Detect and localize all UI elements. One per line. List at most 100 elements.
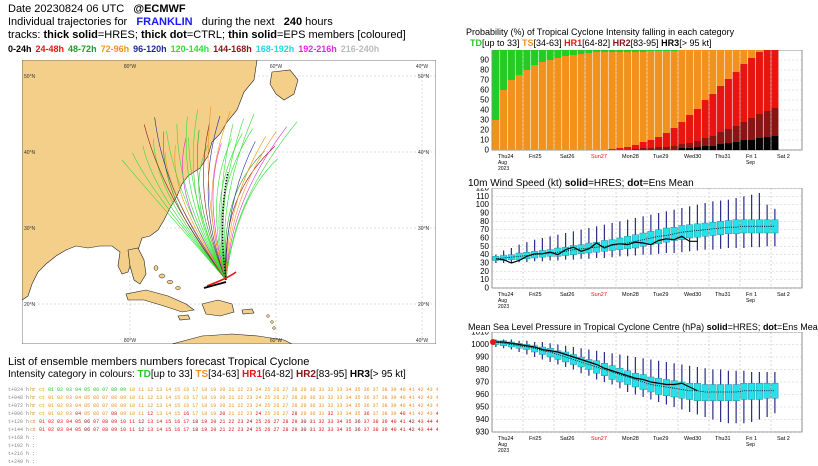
member-number: 05	[84, 395, 94, 401]
ensemble-track	[216, 138, 233, 281]
ensemble-track	[223, 113, 255, 281]
bar-ts	[670, 51, 678, 128]
member-number: 21	[219, 427, 229, 433]
ensemble-track	[225, 136, 267, 281]
box	[709, 384, 717, 401]
member-number: 22	[237, 411, 247, 417]
member-number: 20	[219, 403, 229, 409]
member-number: 44	[435, 387, 438, 393]
row-label: t+024 h :	[8, 387, 36, 393]
member-number: 06	[84, 427, 94, 433]
member-number: 40	[399, 411, 409, 417]
bar-ts	[538, 62, 546, 150]
x-tick-label: Sat26	[560, 154, 574, 160]
member-number: 42	[417, 387, 427, 393]
x-tick-label: Sun27	[591, 154, 607, 160]
member-number: 13	[156, 387, 166, 393]
member-number: 26	[273, 411, 283, 417]
member-number: 43	[417, 427, 427, 433]
member-number: 01	[48, 395, 58, 401]
member-number: 33	[336, 411, 346, 417]
member-number: 23	[237, 427, 247, 433]
ensemble-track	[185, 116, 227, 281]
member-number: 06	[84, 419, 94, 425]
member-number: 31	[318, 395, 328, 401]
bar-ts	[740, 50, 748, 64]
x-tick-label: Sat 2	[777, 292, 790, 298]
member-number: 14	[156, 419, 166, 425]
header-line-1: Date 20230824 06 UTC @ECMWF	[8, 3, 186, 16]
lat-label-left: 30°N	[24, 226, 36, 232]
y-tick-label: 40	[480, 250, 489, 259]
member-number: 40	[399, 403, 409, 409]
member-number: 19	[201, 427, 211, 433]
prob-legend-code: HR3	[661, 38, 680, 48]
member-number: 07	[102, 395, 112, 401]
x-tick-label: Fri 1	[746, 154, 757, 160]
member-number: 30	[309, 395, 319, 401]
y-tick-label: 30	[480, 116, 489, 125]
box	[631, 234, 639, 249]
bar-ts	[624, 52, 632, 147]
lat-label-left: 20°N	[24, 302, 36, 308]
bar-hr3	[763, 137, 771, 150]
bar-ts	[577, 54, 585, 150]
member-number: 40	[390, 419, 400, 425]
bar-td	[523, 50, 531, 70]
member-number: 27	[282, 403, 292, 409]
box	[748, 383, 756, 400]
member-number: 23	[246, 395, 256, 401]
land-puerto-rico	[241, 308, 255, 315]
member-number: 13	[156, 403, 166, 409]
ensemble-track	[121, 159, 227, 281]
bar-hr2	[748, 118, 756, 140]
prob-chart-title: Probability (%) of Tropical Cyclone Inte…	[466, 27, 735, 37]
member-number: 34	[336, 427, 346, 433]
member-number: 16	[174, 427, 184, 433]
member-number: 07	[102, 411, 112, 417]
member-number: 42	[417, 403, 427, 409]
member-number: 12	[147, 395, 157, 401]
ensemble-track	[174, 145, 227, 281]
y-tick-label: 940	[476, 415, 490, 424]
member-number: 04	[75, 411, 85, 417]
bar-hr2	[647, 148, 655, 150]
member-number: 30	[300, 419, 310, 425]
time-legend-item: 192-216h	[298, 44, 337, 54]
bar-ts	[732, 50, 740, 72]
box	[585, 359, 593, 370]
category-code: HR3	[349, 369, 370, 380]
member-number: 38	[372, 427, 382, 433]
x-tick-label: Fri25	[529, 154, 542, 160]
y-tick-label: 60	[480, 234, 489, 243]
member-number: 05	[75, 427, 85, 433]
row-label: t+096 h :	[8, 411, 36, 417]
member-number: 32	[318, 427, 328, 433]
y-tick-label: 70	[480, 76, 489, 85]
member-number: 34	[345, 403, 355, 409]
bar-hr1	[748, 58, 756, 118]
member-number: 02	[57, 387, 67, 393]
bar-hr1	[693, 109, 701, 141]
member-number: 07	[102, 387, 112, 393]
member-number: 33	[336, 403, 346, 409]
member-number: 30	[309, 403, 319, 409]
y-tick-label: 1010	[471, 332, 489, 337]
member-number: 25	[255, 427, 265, 433]
member-number: 45	[435, 427, 438, 433]
category-range: [34-63]	[208, 369, 243, 380]
y-tick-label: 1000	[471, 340, 489, 349]
time-legend-item: 0-24h	[8, 44, 32, 54]
mslp-chart-title: Mean Sea Level Pressure in Tropical Cycl…	[468, 322, 818, 332]
bar-hr1	[670, 128, 678, 146]
member-number: 26	[264, 419, 274, 425]
member-number: 14	[165, 395, 175, 401]
x-sub-label: Sep	[746, 160, 755, 166]
bar-hr1	[771, 50, 779, 108]
x-sub-label: Aug	[498, 160, 507, 166]
member-number: 23	[246, 403, 256, 409]
member-number: 21	[228, 395, 238, 401]
ensemble-row: t+216 h :	[8, 450, 438, 458]
member-number: 19	[201, 419, 211, 425]
land-newfoundland	[269, 69, 299, 101]
